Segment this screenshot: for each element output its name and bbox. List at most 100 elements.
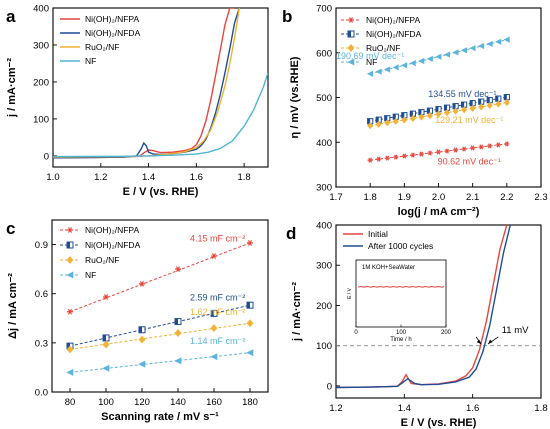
data-point-diamond	[495, 100, 502, 108]
data-point-diamond	[66, 345, 74, 354]
legend-label: RuO₂/NF	[85, 255, 119, 265]
x-tick-label: 140	[170, 397, 186, 408]
data-point-square	[102, 334, 110, 342]
data-point-star	[67, 308, 73, 315]
legend-label: Ni(OH)₂/NFDA	[366, 29, 422, 39]
data-point-star	[495, 142, 501, 148]
square-marker-fill	[410, 111, 413, 117]
data-point-diamond	[452, 107, 459, 115]
square-marker-fill	[67, 343, 70, 350]
data-point-square	[138, 326, 146, 334]
fit-line	[69, 304, 251, 347]
legend-label: Ni(OH)₂/NFDA	[85, 28, 141, 38]
square-marker-fill	[461, 102, 465, 108]
x-tick-label: 80	[65, 397, 76, 408]
data-point-triangle	[443, 51, 450, 58]
data-point-diamond	[367, 122, 374, 130]
data-point-triangle	[138, 360, 146, 368]
data-point-star	[67, 227, 73, 233]
data-point-triangle	[375, 68, 382, 75]
panel-d-chart: 1.2 1.4 1.6 1.8 0 100 200 300 400 E / V (vs. RHE)…	[291, 221, 548, 429]
panel-letter-c: c	[6, 219, 15, 238]
square-marker-fill	[103, 334, 106, 341]
square-marker-fill	[393, 114, 396, 120]
data-point-star	[103, 294, 109, 300]
fit-line	[370, 143, 507, 161]
square-marker-fill	[504, 94, 507, 100]
data-point-square	[174, 318, 182, 326]
data-point-diamond	[409, 114, 416, 123]
x-tick-label: 160	[206, 397, 222, 408]
y-tick-label: 300	[316, 183, 332, 194]
legend-label: NF	[85, 270, 96, 280]
data-point-diamond	[461, 106, 468, 114]
data-point-triangle	[102, 364, 110, 372]
legend-label: RuO₂/NF	[366, 43, 400, 53]
x-tick-label: 1.7	[329, 192, 342, 203]
x-tick-label: 1.8	[364, 192, 377, 203]
square-marker-fill	[401, 112, 405, 118]
data-point-diamond	[435, 110, 442, 118]
x-tick-label: 2.0	[432, 192, 445, 203]
fit-line	[69, 242, 251, 313]
y-tick-label: 700	[316, 4, 332, 15]
annotation-text: 11 mV	[502, 325, 529, 336]
panel-letter-d: d	[286, 224, 296, 243]
y-tick-label: 500	[316, 93, 332, 104]
capacitance-label: 1.62 mF cm⁻²	[190, 307, 245, 317]
data-point-triangle	[486, 40, 493, 48]
square-marker-fill	[487, 97, 490, 103]
y-tick-label: 0.3	[35, 338, 48, 349]
x-tick-label: 1.6	[466, 403, 479, 414]
data-point-star	[401, 153, 407, 159]
y-tick-label: 300	[33, 40, 49, 51]
data-point-triangle	[347, 58, 355, 66]
data-point-star	[376, 156, 382, 162]
inset-x-tick-label: 100	[396, 330, 407, 336]
panel-b-chart: 1.7 1.8 1.9 2.0 2.1 2.2 2.3 300 400 500 600 700 log(…	[289, 4, 548, 219]
data-point-star	[435, 149, 442, 155]
square-marker-fill	[478, 99, 482, 105]
data-point-star	[444, 148, 450, 154]
y-tick-label: 400	[316, 221, 332, 232]
panel-letter-b: b	[282, 7, 292, 26]
data-point-star	[139, 280, 145, 287]
legend-label: NF	[85, 56, 96, 66]
data-point-star	[461, 146, 467, 152]
series-line	[53, 8, 240, 158]
slope-label: 190.69 mV dec⁻¹	[336, 51, 404, 61]
data-point-diamond	[401, 116, 408, 124]
x-tick-label: 1.4	[398, 403, 411, 414]
y-tick-label: 300	[316, 261, 332, 272]
y-tick-label: 200	[33, 77, 49, 88]
slope-label: 90.62 mV dec⁻¹	[438, 156, 501, 166]
annotation-arrowhead	[488, 339, 493, 345]
y-axis-label: j / mA·cm⁻²	[6, 58, 18, 118]
panel-a-chart: 1.0 1.2 1.4 1.6 1.8 0 100 200 300 400 E / V (vs. R…	[6, 4, 269, 198]
x-tick-label: 2.2	[500, 192, 513, 203]
capacitance-label: 1.14 mF cm⁻²	[190, 336, 245, 346]
data-point-diamond	[384, 119, 391, 127]
y-tick-label: 0.0	[35, 388, 48, 399]
data-point-star	[175, 266, 181, 273]
x-tick-label: 1.2	[329, 403, 342, 414]
data-point-triangle	[66, 271, 74, 279]
legend-label: Ni(OH)₂/NFPA	[85, 225, 139, 235]
square-marker-fill	[452, 103, 456, 109]
capacitance-label: 4.15 mF cm⁻²	[190, 233, 245, 243]
data-point-diamond	[246, 319, 254, 328]
data-point-triangle	[452, 49, 459, 56]
data-point-diamond	[444, 109, 451, 117]
slope-label: 129.21 mV dec⁻¹	[435, 115, 503, 125]
series-line	[336, 225, 511, 389]
data-point-diamond	[392, 117, 399, 125]
x-tick-label: 1.8	[238, 172, 251, 183]
data-point-star	[384, 155, 390, 161]
square-marker-fill	[376, 117, 379, 123]
y-tick-label: 600	[316, 48, 332, 59]
data-point-diamond	[347, 44, 355, 52]
square-marker-fill	[418, 109, 422, 115]
square-marker-fill	[470, 100, 473, 106]
panel-letter-a: a	[6, 7, 16, 26]
data-point-triangle	[401, 62, 408, 69]
